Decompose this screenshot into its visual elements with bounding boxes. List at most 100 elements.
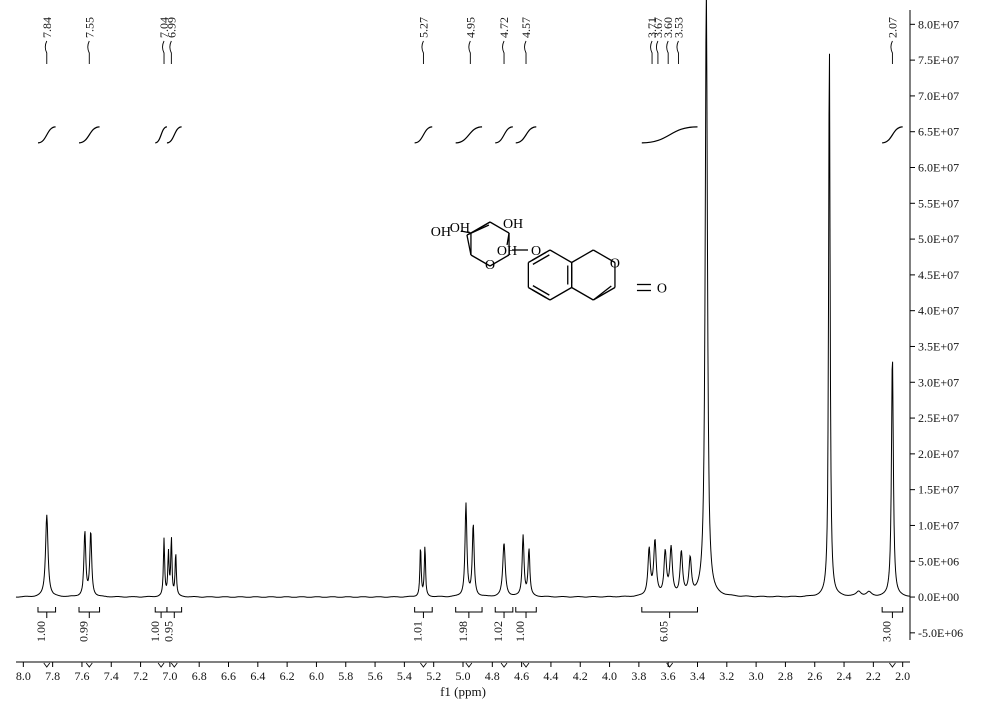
structure-bond <box>550 288 572 301</box>
x-tick-label: 7.6 <box>74 669 89 683</box>
integral-arrow <box>667 663 673 667</box>
peak-label: 6.99 <box>164 17 178 38</box>
structure-atom: OH <box>431 225 451 240</box>
peak-label: 7.55 <box>82 17 96 38</box>
peak-leader <box>45 41 47 64</box>
y-tick-label: 5.5E+07 <box>918 196 959 210</box>
x-tick-label: 8.0 <box>16 669 31 683</box>
peak-leader <box>163 41 165 64</box>
peak-leader <box>891 41 893 64</box>
integral-value: 0.95 <box>161 621 175 642</box>
peak-leader <box>422 41 424 64</box>
x-tick-label: 2.2 <box>866 669 881 683</box>
integral-curve <box>642 127 698 143</box>
integral-value: 1.00 <box>513 621 527 642</box>
integral-bracket <box>882 607 903 612</box>
x-tick-label: 5.4 <box>397 669 412 683</box>
x-tick-label: 5.0 <box>456 669 471 683</box>
structure-atom: O <box>531 244 541 259</box>
y-tick-label: 3.5E+07 <box>918 339 959 353</box>
peak-label: 4.72 <box>497 17 511 38</box>
peak-leader <box>503 41 505 64</box>
integral-curve <box>495 127 513 143</box>
peak-label: 7.84 <box>40 17 54 38</box>
peak-leader <box>88 41 90 64</box>
peak-leader <box>170 41 172 64</box>
integral-arrow <box>44 663 50 667</box>
integral-bracket <box>516 607 537 612</box>
x-tick-label: 3.6 <box>661 669 676 683</box>
integral-bracket <box>38 607 56 612</box>
integral-value: 3.00 <box>879 621 893 642</box>
integral-arrow <box>158 663 164 667</box>
x-tick-label: 6.6 <box>221 669 236 683</box>
integral-arrow <box>420 663 426 667</box>
peak-leader <box>525 41 527 64</box>
x-tick-label: 7.2 <box>133 669 148 683</box>
integral-arrow <box>523 663 529 667</box>
structure-atom: O <box>485 258 495 273</box>
integral-value: 1.01 <box>410 621 424 642</box>
integral-value: 6.05 <box>657 621 671 642</box>
y-tick-label: 7.5E+07 <box>918 53 959 67</box>
x-tick-label: 2.0 <box>895 669 910 683</box>
x-tick-label: 2.6 <box>807 669 822 683</box>
y-tick-label: 2.0E+07 <box>918 447 959 461</box>
x-tick-label: 3.2 <box>719 669 734 683</box>
x-tick-label: 7.8 <box>45 669 60 683</box>
integral-value: 1.98 <box>456 621 470 642</box>
integral-value: 1.00 <box>34 621 48 642</box>
integral-value: 1.02 <box>491 621 505 642</box>
x-tick-label: 2.8 <box>778 669 793 683</box>
structure-atom: OH <box>503 217 523 232</box>
x-tick-label: 4.8 <box>485 669 500 683</box>
y-tick-label: 5.0E+07 <box>918 232 959 246</box>
x-tick-label: 3.4 <box>690 669 705 683</box>
y-tick-label: 5.0E+06 <box>918 554 959 568</box>
y-tick-label: 2.5E+07 <box>918 411 959 425</box>
peak-label: 4.57 <box>519 17 533 38</box>
x-tick-label: 4.2 <box>573 669 588 683</box>
x-tick-label: 5.8 <box>338 669 353 683</box>
integral-curve <box>882 127 903 143</box>
structure-bond <box>593 286 611 300</box>
x-tick-label: 3.0 <box>749 669 764 683</box>
integral-arrow <box>889 663 895 667</box>
integral-bracket <box>79 607 100 612</box>
y-tick-label: -5.0E+06 <box>918 626 963 640</box>
structure-bond <box>532 290 546 298</box>
x-tick-label: 4.6 <box>514 669 529 683</box>
peak-label: 3.53 <box>671 17 685 38</box>
y-tick-label: 6.0E+07 <box>918 161 959 175</box>
integral-arrow <box>86 663 92 667</box>
x-tick-label: 6.4 <box>250 669 265 683</box>
y-tick-label: 0.0E+00 <box>918 590 959 604</box>
peak-leader <box>469 41 471 64</box>
integral-bracket <box>642 607 698 612</box>
x-tick-label: 6.0 <box>309 669 324 683</box>
x-tick-label: 7.0 <box>162 669 177 683</box>
integral-value: 0.99 <box>76 621 90 642</box>
integral-arrow <box>171 663 177 667</box>
structure-atom: O <box>657 282 667 297</box>
x-axis-label: f1 (ppm) <box>440 684 486 699</box>
x-tick-label: 4.0 <box>602 669 617 683</box>
peak-leader <box>667 41 669 64</box>
integral-value: 1.00 <box>148 621 162 642</box>
y-tick-label: 1.5E+07 <box>918 483 959 497</box>
y-tick-label: 8.0E+07 <box>918 17 959 31</box>
y-tick-label: 6.5E+07 <box>918 125 959 139</box>
peak-label: 2.07 <box>885 17 899 38</box>
structure-bond <box>572 288 594 301</box>
peak-leader <box>651 41 653 64</box>
structure-atom: OH <box>497 244 517 259</box>
y-tick-label: 3.0E+07 <box>918 375 959 389</box>
integral-curve <box>167 127 182 143</box>
peak-leader <box>677 41 679 64</box>
peak-leader <box>656 41 658 64</box>
peak-label: 4.95 <box>463 17 477 38</box>
structure-bond <box>550 250 572 263</box>
y-tick-label: 7.0E+07 <box>918 89 959 103</box>
y-tick-label: 1.0E+07 <box>918 518 959 532</box>
integral-bracket <box>456 607 482 612</box>
